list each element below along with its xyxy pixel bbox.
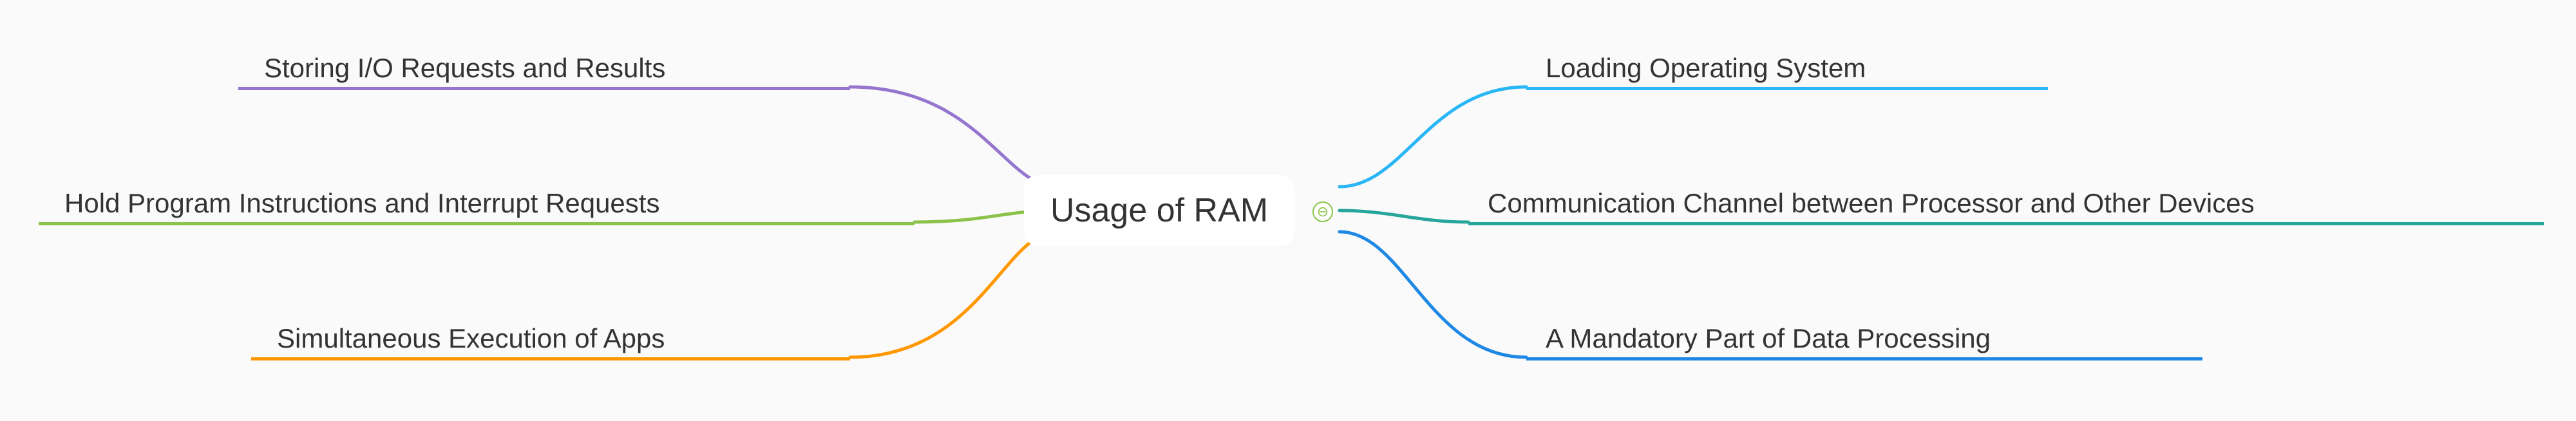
- left-branch-underline: [39, 222, 914, 225]
- collapse-toggle[interactable]: ⊖: [1312, 201, 1333, 222]
- mindmap-canvas: Usage of RAM ⊖ Storing I/O Requests and …: [0, 0, 2576, 421]
- minus-icon: ⊖: [1317, 205, 1329, 219]
- left-connector: [850, 87, 1056, 187]
- right-branch-label[interactable]: Communication Channel between Processor …: [1488, 190, 2255, 217]
- left-branch-label[interactable]: Hold Program Instructions and Interrupt …: [64, 190, 659, 217]
- left-branch-label[interactable]: Storing I/O Requests and Results: [264, 55, 665, 82]
- left-branch-underline: [238, 87, 850, 90]
- right-connector: [1340, 232, 1526, 357]
- right-connector: [1340, 87, 1526, 187]
- right-connector: [1340, 210, 1468, 222]
- center-label: Usage of RAM: [1050, 191, 1268, 230]
- right-branch-underline: [1526, 357, 2202, 360]
- left-branch-underline: [251, 357, 850, 360]
- left-branch-label[interactable]: Simultaneous Execution of Apps: [277, 325, 665, 352]
- right-branch-underline: [1468, 222, 2544, 225]
- right-branch-label[interactable]: A Mandatory Part of Data Processing: [1546, 325, 1991, 352]
- left-connector: [850, 232, 1056, 357]
- right-branch-label[interactable]: Loading Operating System: [1546, 55, 1866, 82]
- right-branch-underline: [1526, 87, 2048, 90]
- center-node[interactable]: Usage of RAM: [1024, 175, 1294, 246]
